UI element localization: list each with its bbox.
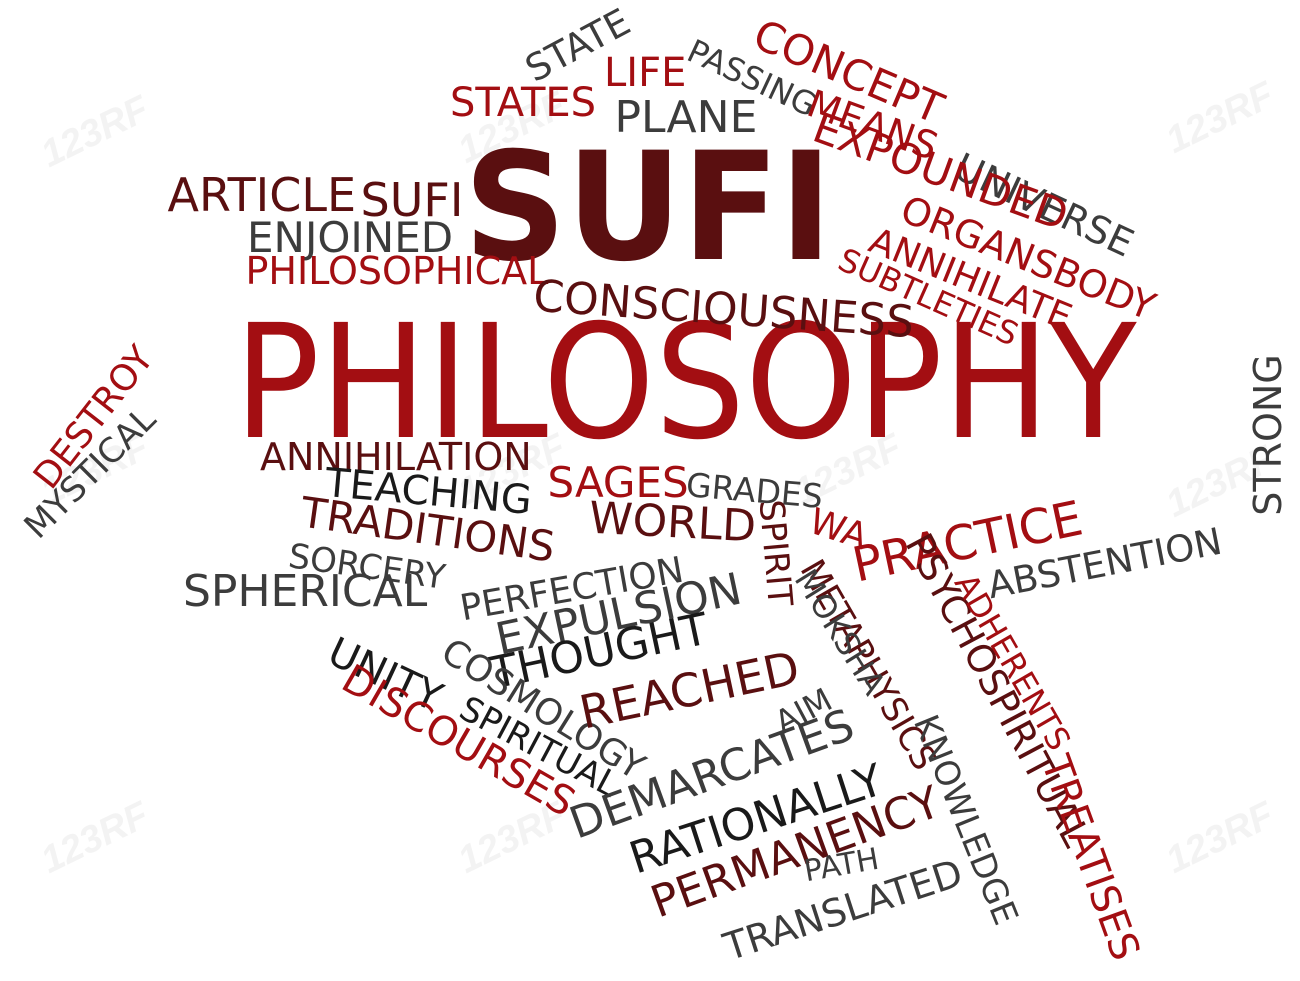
word-philosophical: PHILOSOPHICAL xyxy=(245,249,549,293)
word-philosophy-big: PHILOSOPHY xyxy=(233,291,1137,475)
watermark-logo: 123RF xyxy=(1159,794,1281,882)
watermark-logo: 123RF xyxy=(34,88,156,176)
word-life: LIFE xyxy=(604,50,687,96)
word-treatises: TREATISES xyxy=(1031,749,1149,967)
word-sufi-big: SUFI xyxy=(463,121,833,295)
word-spherical: SPHERICAL xyxy=(183,566,428,617)
word-sages: SAGES xyxy=(547,458,689,507)
watermark-logo: 123RF xyxy=(1159,74,1281,162)
word-plane: PLANE xyxy=(614,92,758,143)
word-sufi-small: SUFI xyxy=(360,173,464,227)
word-states: STATES xyxy=(450,80,597,126)
word-strong: STRONG xyxy=(1245,354,1290,516)
watermark-logo: 123RF xyxy=(34,794,156,882)
word-world: WORLD xyxy=(587,492,757,553)
word-annihilation: ANNIHILATION xyxy=(260,435,532,479)
word-article: ARTICLE xyxy=(167,168,357,222)
word-enjoined: ENJOINED xyxy=(247,213,454,262)
word-spirit: SPIRIT xyxy=(750,498,800,608)
